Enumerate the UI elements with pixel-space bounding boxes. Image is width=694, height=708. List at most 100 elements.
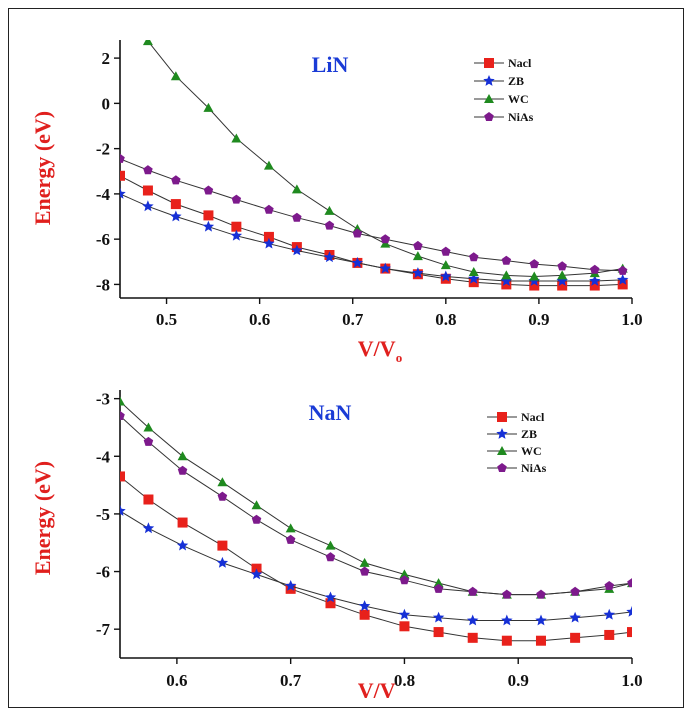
data-point-nacl <box>570 632 581 643</box>
data-point-nias <box>399 575 410 585</box>
data-point-nias <box>359 566 370 576</box>
panel-title: NaN <box>309 400 352 425</box>
data-point-zb <box>170 210 182 222</box>
y-tick-label: -6 <box>96 230 110 249</box>
data-point-nias <box>352 228 363 238</box>
data-point-wc <box>263 160 274 170</box>
data-point-nacl <box>170 199 181 210</box>
series-line-zb <box>120 510 632 621</box>
y-tick-label: 0 <box>102 94 111 113</box>
data-point-nacl <box>617 279 628 290</box>
data-point-nias <box>380 234 391 244</box>
data-point-nias <box>217 491 228 501</box>
legend-marker-zb <box>483 75 495 86</box>
data-point-wc <box>325 540 336 550</box>
series-line-wc <box>120 401 632 596</box>
data-point-nias <box>120 153 125 163</box>
data-point-zb <box>323 251 336 263</box>
data-point-zb <box>432 611 445 623</box>
data-point-nias <box>177 465 188 475</box>
data-point-zb <box>589 275 601 286</box>
data-point-nacl <box>325 598 336 609</box>
data-point-wc <box>217 477 228 487</box>
series-line-zb <box>120 193 623 282</box>
data-point-nias <box>441 246 451 256</box>
series-line-nias <box>120 415 632 596</box>
y-tick-label: -4 <box>96 447 111 466</box>
legend-label: WC <box>508 92 529 106</box>
data-point-wc <box>143 422 154 432</box>
x-tick-label: 1.0 <box>621 671 642 690</box>
data-point-wc <box>324 205 335 215</box>
data-point-wc <box>412 251 423 261</box>
data-point-zb <box>500 275 512 286</box>
legend-marker-nias <box>497 463 507 472</box>
data-point-nias <box>433 583 444 593</box>
data-point-zb <box>626 605 632 617</box>
data-point-nacl <box>177 517 188 528</box>
data-point-nias <box>469 252 479 262</box>
data-point-zb <box>398 608 411 620</box>
data-point-zb <box>412 267 424 278</box>
data-point-nacl <box>231 221 242 232</box>
legend-marker-nacl <box>497 412 507 422</box>
data-point-zb <box>617 273 629 285</box>
data-point-nacl <box>627 627 632 638</box>
data-point-nias <box>120 410 125 420</box>
data-point-nias <box>529 259 539 269</box>
data-point-wc <box>529 271 540 281</box>
legend-marker-zb <box>496 428 508 439</box>
data-point-zb <box>535 614 547 626</box>
x-tick-label: 0.8 <box>435 310 456 329</box>
data-point-nias <box>285 534 296 544</box>
x-tick-label: 0.6 <box>249 310 270 329</box>
data-point-nacl <box>604 629 615 640</box>
data-point-wc <box>399 569 410 579</box>
data-point-nacl <box>589 280 600 291</box>
y-tick-label: -7 <box>96 620 111 639</box>
data-point-wc <box>468 266 479 276</box>
data-point-nias <box>203 185 214 195</box>
panel-title: LiN <box>312 52 349 77</box>
data-point-nacl <box>501 635 512 646</box>
data-point-nias <box>590 264 600 274</box>
data-point-nias <box>324 220 335 230</box>
y-tick-label: -8 <box>96 275 110 294</box>
data-point-wc <box>359 557 370 567</box>
data-point-nias <box>143 165 153 175</box>
data-point-nacl <box>120 471 125 482</box>
y-tick-label: -3 <box>96 390 110 409</box>
data-point-nacl <box>529 280 540 291</box>
data-point-nias <box>627 578 632 588</box>
chart-panel-nan: 0.6 0.7 0.8 0.9 1.0 -3 -4 -5 -6 -7 Energy (eV) V/Vo… <box>30 390 643 698</box>
data-point-wc <box>142 40 153 46</box>
x-tick-label: 1.0 <box>621 310 642 329</box>
series-line-nacl <box>120 476 632 642</box>
legend-label: WC <box>521 444 542 458</box>
data-point-nias <box>292 212 302 222</box>
data-point-nacl <box>285 583 296 594</box>
data-point-nacl <box>203 210 214 221</box>
legend-marker-wc <box>484 94 494 103</box>
data-point-zb <box>440 270 452 282</box>
data-point-zb <box>379 262 391 274</box>
data-point-zb <box>263 237 275 249</box>
data-point-nacl <box>535 635 546 646</box>
data-point-nacl <box>501 279 512 290</box>
data-point-zb <box>250 568 263 580</box>
data-point-wc <box>231 133 242 143</box>
y-tick-label: -2 <box>96 140 110 159</box>
data-point-zb <box>501 614 513 626</box>
data-point-nacl <box>467 632 478 643</box>
y-tick-label: -5 <box>96 505 110 524</box>
data-point-nias <box>143 436 154 446</box>
x-tick-label: 0.5 <box>156 310 177 329</box>
series-line-nias <box>120 158 623 272</box>
series-line-nacl <box>120 175 623 287</box>
data-point-zb <box>467 614 479 626</box>
data-point-nacl <box>142 185 153 196</box>
data-point-wc <box>501 270 512 280</box>
data-point-wc <box>285 523 296 533</box>
data-point-zb <box>291 244 303 256</box>
